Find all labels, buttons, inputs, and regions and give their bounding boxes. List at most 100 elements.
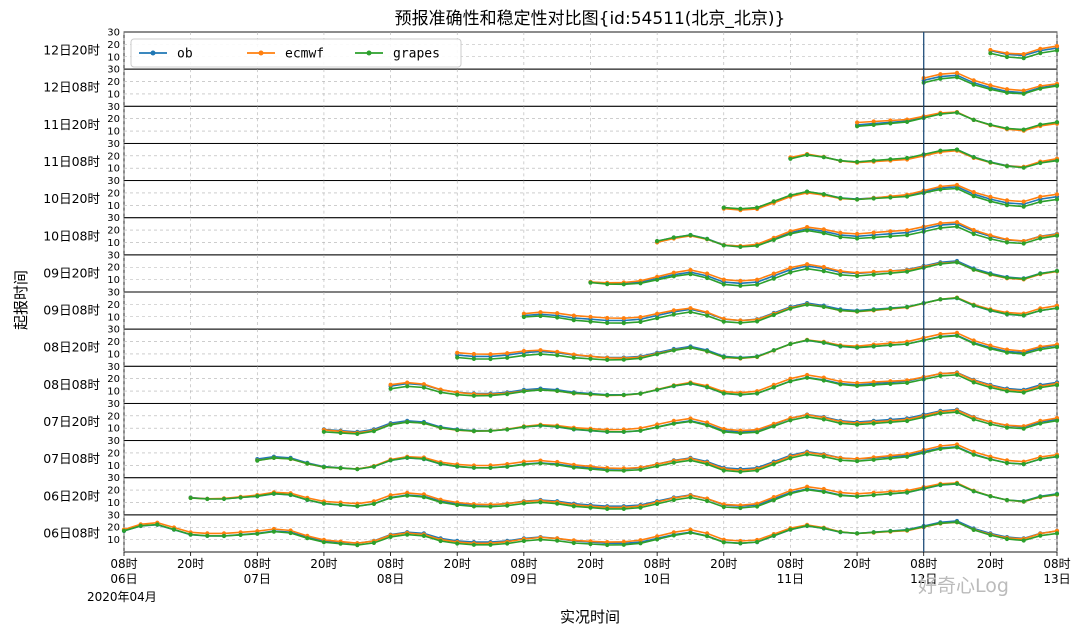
point-grapes (371, 540, 376, 546)
point-ecmwf (838, 230, 843, 235)
point-grapes (971, 231, 976, 237)
point-grapes (938, 334, 943, 339)
point-grapes (555, 388, 560, 393)
point-grapes (638, 467, 643, 472)
point-grapes (971, 155, 976, 160)
x-tick-label-time: 08时 (910, 557, 937, 571)
x-tick-label-time: 20时 (977, 557, 1004, 571)
point-grapes (788, 231, 793, 236)
point-ecmwf (638, 315, 643, 320)
point-grapes (605, 320, 610, 326)
point-grapes (1004, 536, 1010, 542)
point-grapes (771, 199, 776, 204)
point-grapes (405, 455, 410, 460)
point-grapes (655, 501, 660, 506)
point-grapes (421, 421, 426, 426)
point-ecmwf (571, 313, 576, 318)
point-ecmwf (855, 231, 860, 236)
point-grapes (671, 421, 676, 426)
point-grapes (954, 445, 960, 450)
point-grapes (1004, 425, 1010, 430)
panels-group: 10203012日20时10203012日08时10203011日20时1020… (43, 28, 1060, 553)
point-grapes (938, 411, 943, 416)
x-tick-label-time: 08时 (644, 557, 671, 571)
point-ecmwf (1004, 237, 1010, 242)
point-grapes (321, 501, 326, 506)
point-grapes (871, 530, 876, 535)
point-grapes (705, 462, 710, 467)
point-ecmwf (588, 314, 593, 319)
point-grapes (1038, 421, 1043, 426)
point-grapes (655, 537, 660, 542)
point-grapes (588, 392, 593, 397)
point-grapes (688, 419, 693, 424)
point-grapes (438, 390, 443, 395)
point-ecmwf (671, 308, 676, 313)
panel-label: 11日20时 (43, 117, 100, 132)
point-grapes (288, 530, 293, 536)
point-grapes (388, 495, 393, 500)
point-grapes (805, 266, 810, 271)
point-grapes (521, 501, 527, 506)
point-grapes (638, 391, 643, 396)
point-grapes (905, 454, 910, 459)
x-tick-label-date: 11日 (777, 572, 804, 586)
x-tick-label-time: 08时 (1043, 557, 1070, 571)
chart-title: 预报准确性和稳定性对比图{id:54511(北京_北京)} (395, 9, 786, 29)
point-grapes (521, 424, 527, 429)
point-grapes (788, 341, 793, 347)
point-ecmwf (655, 274, 660, 279)
y-tick-label: 30 (107, 28, 120, 39)
point-ecmwf (471, 351, 476, 357)
y-tick-label: 10 (107, 424, 120, 435)
point-grapes (1038, 533, 1043, 538)
point-grapes (338, 430, 343, 435)
point-grapes (855, 383, 860, 388)
y-tick-label: 20 (107, 114, 120, 125)
point-grapes (954, 224, 960, 229)
point-ecmwf (888, 118, 893, 123)
point-grapes (788, 193, 793, 198)
y-tick-label: 20 (107, 226, 120, 237)
point-grapes (388, 534, 393, 540)
point-grapes (655, 387, 660, 392)
point-grapes (521, 538, 527, 544)
point-grapes (1021, 276, 1026, 281)
point-grapes (621, 542, 626, 547)
point-ecmwf (1038, 194, 1043, 199)
point-ecmwf (954, 70, 960, 75)
y-tick-label: 20 (107, 40, 120, 51)
point-grapes (938, 261, 943, 266)
point-grapes (821, 304, 826, 309)
point-grapes (1021, 462, 1026, 467)
point-grapes (738, 469, 743, 474)
point-grapes (954, 110, 960, 115)
point-grapes (938, 482, 943, 487)
point-grapes (171, 527, 177, 532)
point-grapes (121, 528, 127, 533)
point-grapes (938, 521, 943, 526)
point-grapes (905, 380, 910, 385)
y-tick-label: 20 (107, 486, 120, 497)
point-grapes (771, 498, 776, 503)
y-tick-label: 20 (107, 411, 120, 422)
point-grapes (971, 82, 976, 87)
point-grapes (1021, 204, 1026, 209)
point-grapes (621, 392, 626, 398)
point-grapes (1054, 158, 1060, 163)
point-grapes (1004, 275, 1010, 280)
y-tick-label: 30 (107, 65, 120, 76)
point-grapes (1004, 312, 1010, 317)
point-grapes (871, 382, 876, 387)
point-grapes (605, 542, 610, 548)
legend-label-ob: ob (177, 47, 193, 62)
point-grapes (255, 458, 260, 463)
point-grapes (455, 502, 460, 508)
point-grapes (488, 465, 493, 470)
point-grapes (705, 498, 710, 504)
point-grapes (1021, 241, 1026, 246)
point-grapes (488, 356, 493, 362)
point-grapes (1004, 350, 1010, 355)
point-grapes (1004, 240, 1010, 245)
point-ecmwf (771, 495, 776, 500)
